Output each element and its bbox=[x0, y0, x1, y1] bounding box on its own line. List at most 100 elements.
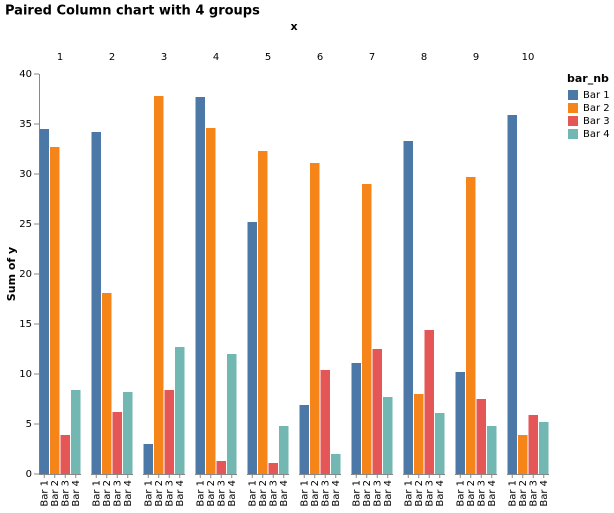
y-tick-label: 0 bbox=[26, 469, 32, 480]
bar bbox=[279, 426, 289, 474]
bar bbox=[91, 132, 101, 474]
bar bbox=[112, 412, 122, 474]
facet-label: 4 bbox=[213, 52, 219, 63]
facet-label: 6 bbox=[317, 52, 323, 63]
y-tick-label: 30 bbox=[19, 169, 32, 180]
y-tick-label: 25 bbox=[19, 219, 32, 230]
legend-swatch bbox=[568, 90, 578, 100]
legend-label: Bar 2 bbox=[583, 103, 610, 114]
bar bbox=[310, 163, 320, 474]
x-tick-label: Bar 1 bbox=[507, 480, 518, 507]
bar bbox=[435, 413, 445, 474]
bar bbox=[351, 363, 361, 474]
legend-label: Bar 3 bbox=[583, 116, 610, 127]
x-tick-label: Bar 3 bbox=[112, 480, 123, 507]
bar bbox=[383, 397, 393, 474]
x-tick-label: Bar 4 bbox=[71, 480, 82, 507]
x-tick-label: Bar 4 bbox=[123, 480, 134, 507]
x-tick-label: Bar 2 bbox=[258, 480, 269, 507]
x-tick-label: Bar 1 bbox=[351, 480, 362, 507]
x-tick-label: Bar 3 bbox=[476, 480, 487, 507]
x-tick-label: Bar 3 bbox=[372, 480, 383, 507]
facet-label: 7 bbox=[369, 52, 375, 63]
bar bbox=[476, 399, 486, 474]
chart-title: Paired Column chart with 4 groups bbox=[5, 4, 260, 19]
bar bbox=[258, 151, 268, 474]
x-tick-label: Bar 1 bbox=[299, 480, 310, 507]
bar bbox=[403, 141, 413, 474]
bar bbox=[268, 463, 278, 474]
facet-label: 10 bbox=[522, 52, 535, 63]
x-tick-label: Bar 1 bbox=[195, 480, 206, 507]
bar bbox=[455, 372, 465, 474]
x-tick-label: Bar 4 bbox=[487, 480, 498, 507]
y-tick-label: 5 bbox=[26, 419, 32, 430]
facet-label: 9 bbox=[473, 52, 479, 63]
bar bbox=[528, 415, 538, 474]
legend-title: bar_nb bbox=[567, 72, 609, 85]
x-tick-label: Bar 1 bbox=[39, 480, 50, 507]
bar bbox=[424, 330, 434, 474]
x-tick-label: Bar 4 bbox=[383, 480, 394, 507]
bar bbox=[539, 422, 549, 474]
y-tick-label: 15 bbox=[19, 319, 32, 330]
x-tick-label: Bar 4 bbox=[279, 480, 290, 507]
x-tick-label: Bar 2 bbox=[518, 480, 529, 507]
bar bbox=[507, 115, 517, 474]
facet-label: 5 bbox=[265, 52, 271, 63]
legend-swatch bbox=[568, 129, 578, 139]
bar bbox=[154, 96, 164, 474]
x-tick-label: Bar 2 bbox=[102, 480, 113, 507]
bar bbox=[466, 177, 476, 474]
column-title: x bbox=[290, 20, 297, 33]
bar bbox=[216, 461, 226, 474]
x-tick-label: Bar 4 bbox=[175, 480, 186, 507]
x-tick-label: Bar 4 bbox=[435, 480, 446, 507]
legend-label: Bar 1 bbox=[583, 90, 610, 101]
x-tick-label: Bar 4 bbox=[227, 480, 238, 507]
bar bbox=[206, 128, 216, 474]
x-tick-label: Bar 3 bbox=[424, 480, 435, 507]
bar bbox=[175, 347, 185, 474]
bar bbox=[372, 349, 382, 474]
x-tick-label: Bar 1 bbox=[247, 480, 258, 507]
x-tick-label: Bar 2 bbox=[466, 480, 477, 507]
bar bbox=[71, 390, 81, 474]
bar bbox=[164, 390, 174, 474]
x-tick-label: Bar 3 bbox=[216, 480, 227, 507]
bar bbox=[123, 392, 133, 474]
y-tick-label: 20 bbox=[19, 269, 32, 280]
y-axis-title: Sum of y bbox=[5, 247, 18, 301]
bar bbox=[227, 354, 237, 474]
x-tick-label: Bar 2 bbox=[206, 480, 217, 507]
x-tick-label: Bar 1 bbox=[455, 480, 466, 507]
x-tick-label: Bar 2 bbox=[362, 480, 373, 507]
y-tick-label: 40 bbox=[19, 69, 32, 80]
x-tick-label: Bar 3 bbox=[320, 480, 331, 507]
bar bbox=[299, 405, 309, 474]
x-tick-label: Bar 1 bbox=[403, 480, 414, 507]
x-tick-label: Bar 2 bbox=[50, 480, 61, 507]
bar bbox=[247, 222, 257, 474]
bar bbox=[60, 435, 70, 474]
bar bbox=[50, 147, 60, 474]
facet-label: 8 bbox=[421, 52, 427, 63]
bar bbox=[102, 293, 112, 474]
bar bbox=[362, 184, 372, 474]
bar bbox=[518, 435, 528, 474]
bar bbox=[39, 129, 49, 474]
facet-label: 2 bbox=[109, 52, 115, 63]
x-tick-label: Bar 2 bbox=[154, 480, 165, 507]
x-tick-label: Bar 3 bbox=[528, 480, 539, 507]
x-tick-label: Bar 1 bbox=[143, 480, 154, 507]
x-tick-label: Bar 3 bbox=[268, 480, 279, 507]
facet-label: 1 bbox=[57, 52, 63, 63]
bar bbox=[331, 454, 341, 474]
y-tick-label: 10 bbox=[19, 369, 32, 380]
x-tick-label: Bar 3 bbox=[164, 480, 175, 507]
legend-label: Bar 4 bbox=[583, 129, 610, 140]
x-tick-label: Bar 1 bbox=[91, 480, 102, 507]
legend-swatch bbox=[568, 116, 578, 126]
bar bbox=[414, 394, 424, 474]
legend-swatch bbox=[568, 103, 578, 113]
